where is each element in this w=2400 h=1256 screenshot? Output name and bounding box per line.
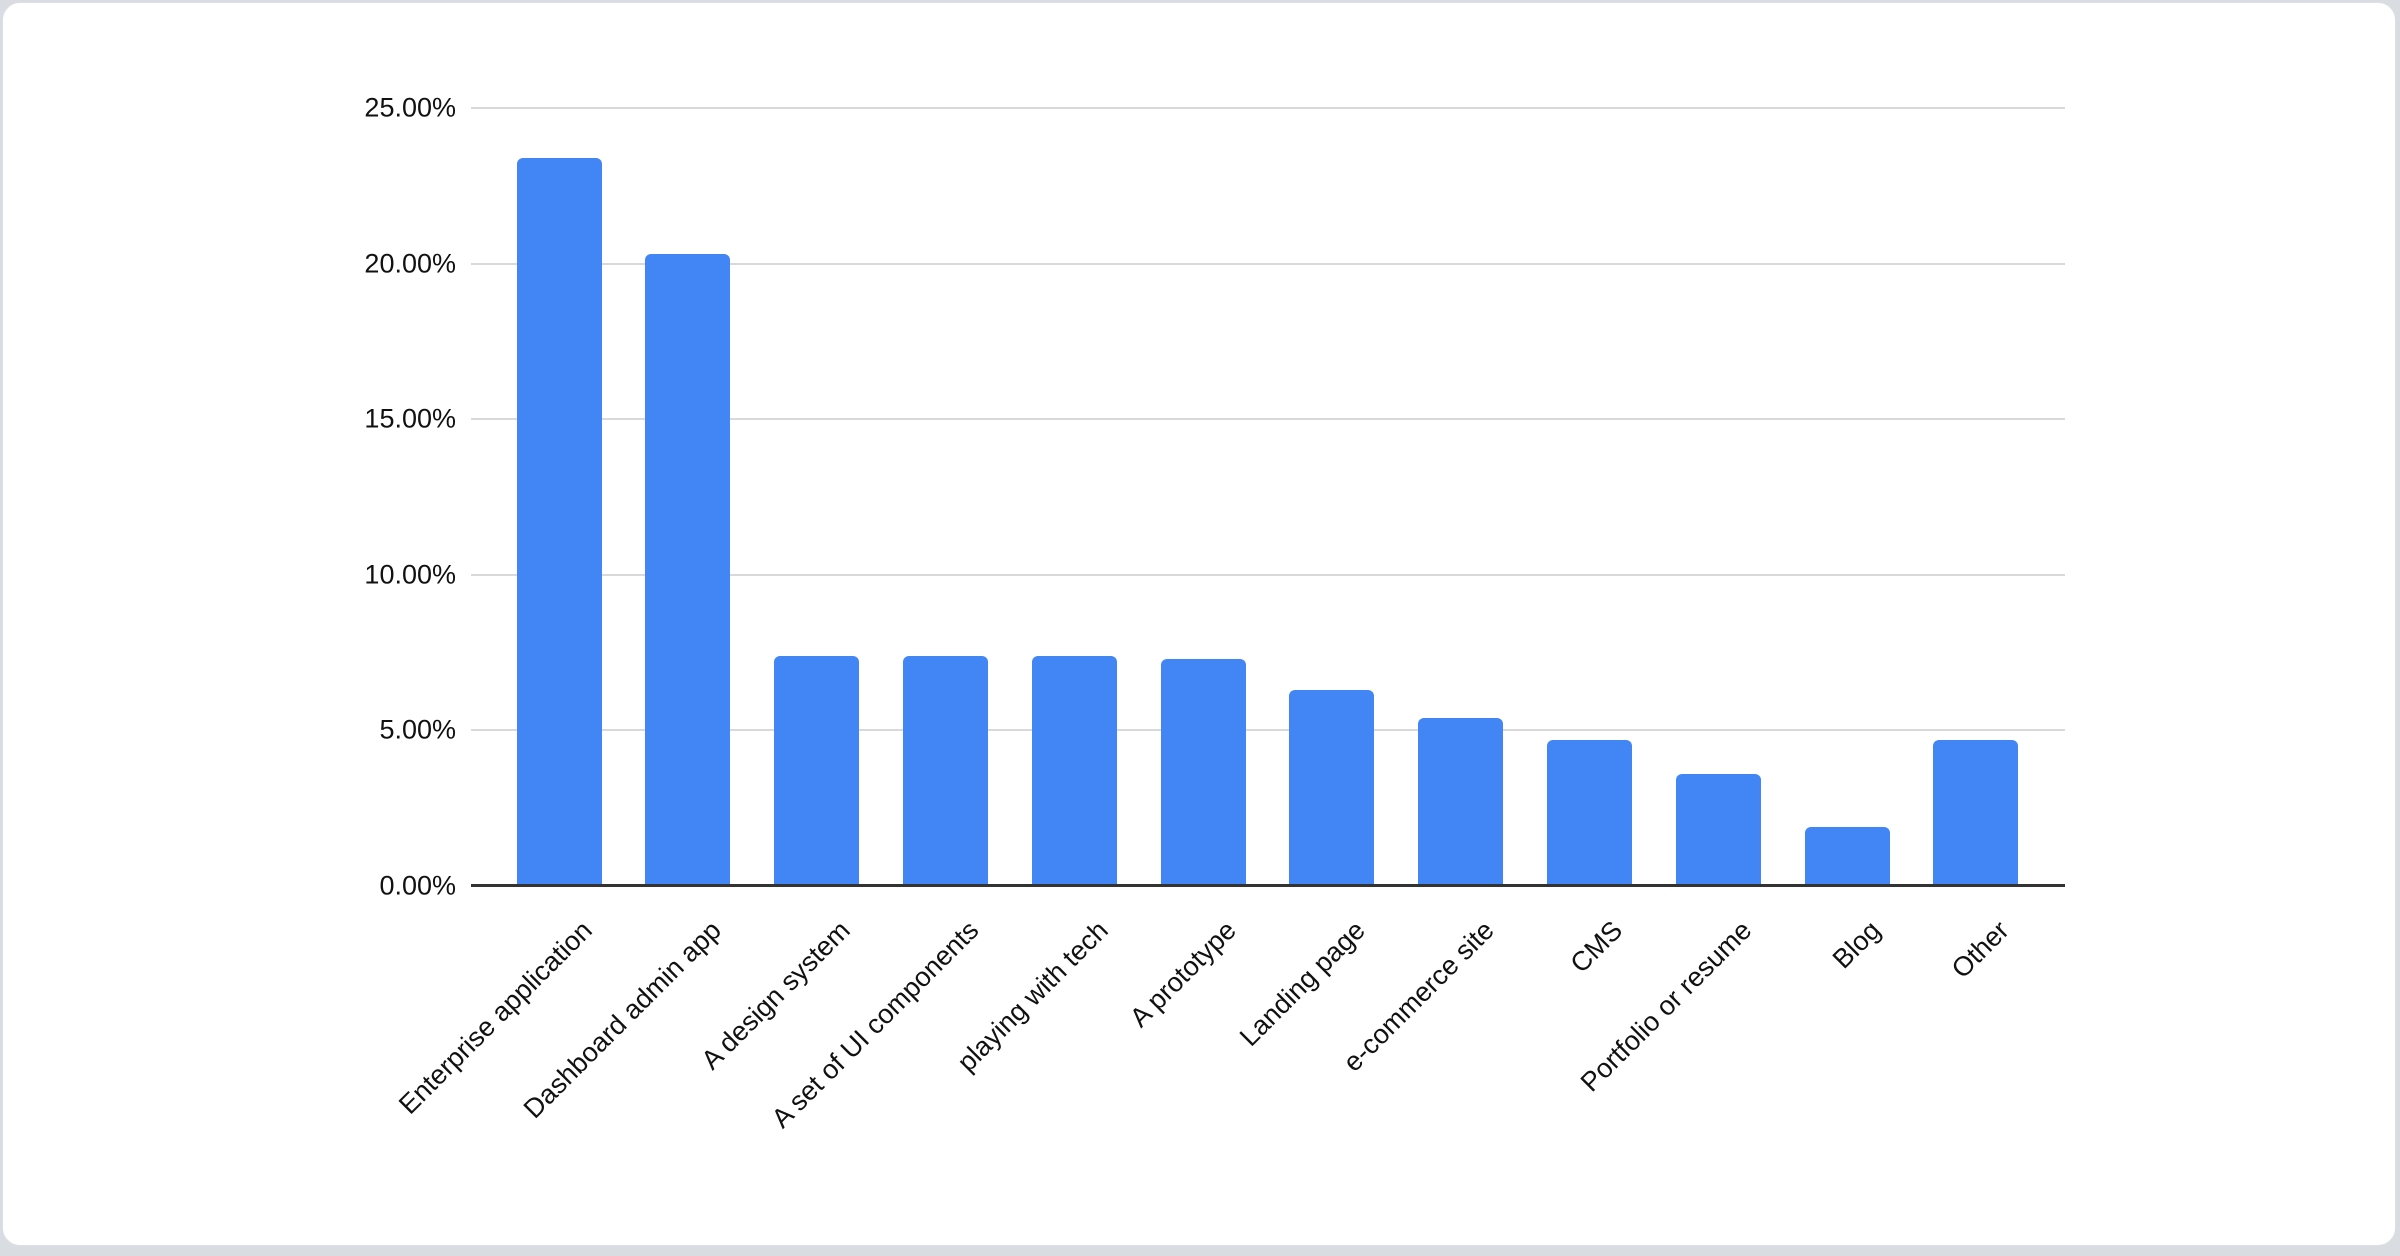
bar[interactable]	[1804, 826, 1890, 886]
bar[interactable]	[1546, 739, 1632, 886]
bar[interactable]	[1289, 689, 1375, 886]
gridline	[471, 418, 2065, 421]
gridline	[471, 573, 2065, 576]
y-tick-label: 0.00%	[379, 870, 456, 901]
x-tick-label: Landing page	[1234, 915, 1372, 1052]
gridline	[471, 729, 2065, 732]
bar[interactable]	[1031, 655, 1117, 886]
bar[interactable]	[1160, 658, 1246, 886]
x-tick-label: A prototype	[1124, 915, 1243, 1033]
x-tick-label: Blog	[1826, 915, 1887, 975]
bar-chart-plot-area: 25.00% 20.00% 15.00% 10.00% 5.00% 0.00% Enter…	[364, 93, 2065, 1134]
bar[interactable]	[1418, 717, 1504, 886]
y-tick-label: 10.00%	[364, 559, 456, 590]
bar[interactable]	[1675, 773, 1761, 886]
y-tick-label: 25.00%	[364, 92, 456, 123]
x-tick-label: Other	[1946, 915, 2016, 984]
gridline	[471, 107, 2065, 109]
y-tick-label: 5.00%	[379, 714, 456, 745]
bar[interactable]	[645, 254, 731, 886]
x-tick-label: A set of UI components	[766, 915, 985, 1134]
bar[interactable]	[774, 655, 860, 886]
y-tick-label: 20.00%	[364, 248, 456, 279]
bar[interactable]	[1933, 739, 2019, 886]
gridline	[471, 262, 2065, 265]
bar[interactable]	[902, 655, 988, 886]
y-tick-label: 15.00%	[364, 403, 456, 434]
x-tick-label: CMS	[1564, 915, 1629, 979]
x-axis-line	[471, 884, 2065, 887]
bar[interactable]	[516, 157, 602, 886]
